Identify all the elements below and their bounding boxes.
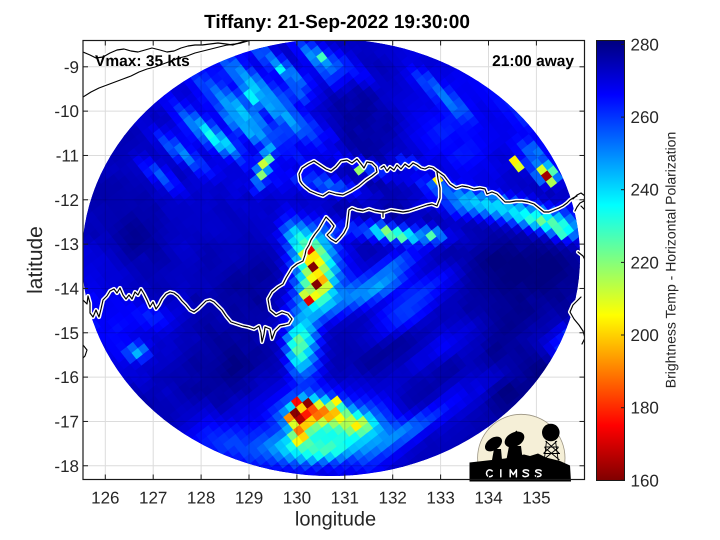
- svg-text:128: 128: [187, 489, 215, 508]
- svg-text:-14: -14: [54, 279, 79, 298]
- svg-text:131: 131: [331, 489, 359, 508]
- svg-text:-13: -13: [54, 235, 79, 254]
- svg-text:200: 200: [631, 326, 659, 345]
- svg-text:180: 180: [631, 399, 659, 418]
- svg-text:130: 130: [283, 489, 311, 508]
- svg-text:Brightness Temp - Horizontal P: Brightness Temp - Horizontal Polarizatio…: [663, 132, 679, 389]
- svg-text:-12: -12: [54, 191, 79, 210]
- svg-text:126: 126: [91, 489, 119, 508]
- svg-text:latitude: latitude: [24, 226, 47, 294]
- svg-text:-17: -17: [54, 412, 79, 431]
- svg-text:134: 134: [474, 489, 502, 508]
- svg-text:-10: -10: [54, 102, 79, 121]
- svg-text:-11: -11: [56, 146, 79, 165]
- svg-text:Tiffany: 21-Sep-2022 19:30:00: Tiffany: 21-Sep-2022 19:30:00: [204, 12, 470, 33]
- svg-text:132: 132: [379, 489, 407, 508]
- svg-text:160: 160: [631, 471, 659, 490]
- svg-text:-15: -15: [54, 324, 79, 343]
- svg-text:133: 133: [426, 489, 454, 508]
- svg-text:longitude: longitude: [295, 509, 376, 531]
- svg-text:220: 220: [631, 253, 659, 272]
- svg-text:240: 240: [631, 181, 659, 200]
- svg-text:-16: -16: [54, 368, 79, 387]
- svg-text:129: 129: [235, 489, 263, 508]
- svg-text:260: 260: [631, 108, 659, 127]
- svg-text:280: 280: [631, 35, 659, 54]
- svg-text:127: 127: [139, 489, 167, 508]
- svg-text:-18: -18: [54, 457, 79, 476]
- svg-text:135: 135: [522, 489, 550, 508]
- svg-text:Vmax: 35 kts: Vmax: 35 kts: [95, 53, 190, 70]
- svg-text:21:00 away: 21:00 away: [492, 53, 574, 70]
- svg-text:-9: -9: [64, 58, 79, 77]
